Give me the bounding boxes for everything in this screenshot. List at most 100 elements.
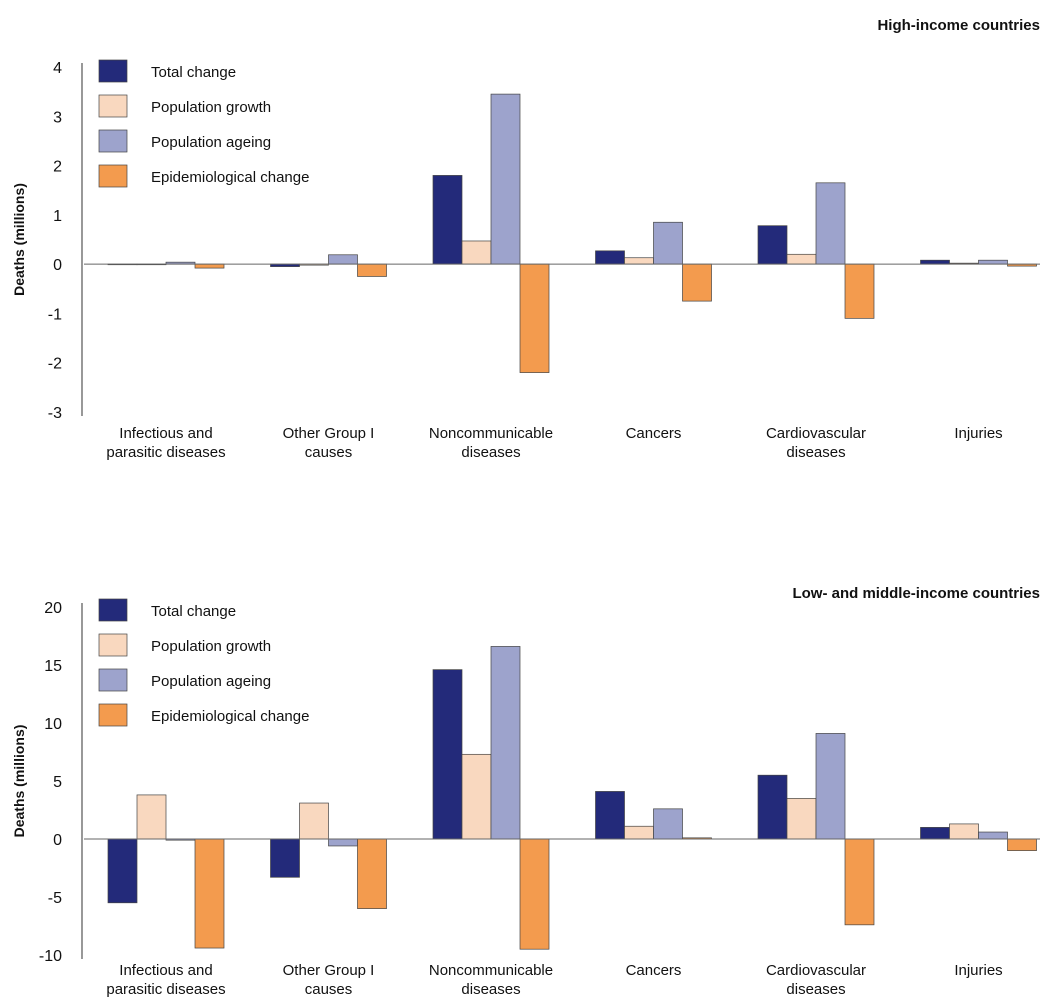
legend-label: Epidemiological change — [151, 708, 309, 725]
x-category-label-line: parasitic diseases — [106, 444, 225, 461]
x-category-label-line: diseases — [786, 444, 845, 461]
x-category-label-line: Other Group I — [283, 425, 375, 442]
bar — [920, 259, 950, 265]
y-axis-label: Deaths (millions) — [11, 725, 27, 838]
x-category-label: Infectious and parasitic diseases — [106, 962, 225, 998]
bar — [432, 175, 463, 265]
x-category-label: Noncommunicable diseases — [429, 962, 553, 998]
x-category-label-line: Cardiovascular — [766, 425, 866, 442]
bar — [595, 791, 625, 840]
x-category-label: Other Group I causes — [283, 425, 375, 461]
bar — [299, 802, 329, 840]
x-category-label: Cardiovascular diseases — [766, 425, 866, 461]
y-tick-label: 15 — [44, 658, 62, 675]
bar — [461, 240, 492, 265]
bar — [844, 263, 875, 319]
x-category-label-line: Cardiovascular — [766, 962, 866, 979]
y-tick-label: 1 — [53, 208, 62, 225]
y-tick-label: 3 — [53, 109, 62, 126]
bar — [682, 263, 712, 302]
chart-title: Low- and middle-income countries — [792, 585, 1040, 602]
y-tick-label: 0 — [53, 257, 62, 274]
bar — [978, 259, 1008, 265]
bar — [328, 254, 358, 265]
legend-swatch — [98, 598, 128, 622]
bar — [328, 838, 358, 847]
chart-panel-1: High-income countries Deaths (millions) 4 3… — [11, 17, 1040, 461]
legend-label: Total change — [151, 603, 236, 620]
bar — [949, 823, 979, 840]
bar — [978, 831, 1008, 840]
bar — [815, 733, 846, 840]
bar — [490, 646, 521, 840]
bar — [653, 221, 683, 265]
legend-label: Total change — [151, 64, 236, 81]
y-tick-label: -5 — [48, 890, 62, 907]
bar — [786, 798, 817, 840]
x-category-label-line: Noncommunicable — [429, 425, 553, 442]
bar — [595, 250, 625, 265]
legend-label: Population ageing — [151, 134, 271, 151]
bar — [653, 808, 683, 840]
bar — [357, 838, 387, 909]
x-category-label-line: Noncommunicable — [429, 962, 553, 979]
bar — [624, 257, 654, 265]
bar — [1007, 838, 1037, 851]
x-category-label-line: diseases — [786, 981, 845, 998]
y-tick-label: -1 — [48, 306, 62, 323]
x-category-label-line: Cancers — [626, 425, 682, 442]
legend-label: Epidemiological change — [151, 169, 309, 186]
legend-swatch — [98, 668, 128, 692]
chart-panel-2: Low- and middle-income countries Deaths (… — [11, 585, 1040, 998]
x-category-label: Cardiovascular diseases — [766, 962, 866, 998]
x-category-label: Infectious and parasitic diseases — [106, 425, 225, 461]
legend-swatch — [98, 94, 128, 118]
x-category-label: Cancers — [626, 962, 682, 979]
y-axis-label: Deaths (millions) — [11, 183, 27, 296]
y-tick-label: -2 — [48, 356, 62, 373]
bar — [357, 263, 387, 277]
bar — [757, 225, 788, 265]
x-category-label-line: Injuries — [954, 425, 1002, 442]
bar — [757, 774, 788, 840]
x-category-label-line: Other Group I — [283, 962, 375, 979]
bar — [624, 825, 654, 840]
bar — [490, 93, 521, 265]
x-category-label-line: causes — [305, 444, 353, 461]
bar — [194, 263, 225, 269]
legend-swatch — [98, 164, 128, 188]
x-category-label-line: Injuries — [954, 962, 1002, 979]
y-tick-label: 4 — [53, 60, 62, 77]
y-tick-label: 5 — [53, 774, 62, 791]
legend-label: Population growth — [151, 638, 271, 655]
bar — [519, 263, 550, 373]
y-tick-label: -10 — [39, 948, 62, 965]
x-category-label-line: Cancers — [626, 962, 682, 979]
x-category-label: Noncommunicable diseases — [429, 425, 553, 461]
x-category-label-line: parasitic diseases — [106, 981, 225, 998]
y-tick-label: -3 — [48, 405, 62, 422]
bar — [270, 838, 300, 878]
y-tick-label: 10 — [44, 716, 62, 733]
legend-swatch — [98, 703, 128, 727]
bar — [519, 838, 550, 950]
bar — [815, 182, 846, 265]
y-tick-label: 0 — [53, 832, 62, 849]
x-category-label-line: causes — [305, 981, 353, 998]
legend-swatch — [98, 129, 128, 153]
x-category-label-line: diseases — [461, 444, 520, 461]
x-category-label-line: Infectious and — [119, 962, 212, 979]
bar — [844, 838, 875, 926]
bar — [107, 838, 138, 904]
bar — [136, 794, 167, 840]
x-category-label: Injuries — [954, 425, 1002, 442]
x-category-label-line: Infectious and — [119, 425, 212, 442]
bar — [194, 838, 225, 949]
x-category-label: Other Group I causes — [283, 962, 375, 998]
legend-swatch — [98, 59, 128, 83]
y-tick-label: 2 — [53, 159, 62, 176]
chart-title: High-income countries — [877, 17, 1040, 34]
x-category-label-line: diseases — [461, 981, 520, 998]
x-category-label: Injuries — [954, 962, 1002, 979]
